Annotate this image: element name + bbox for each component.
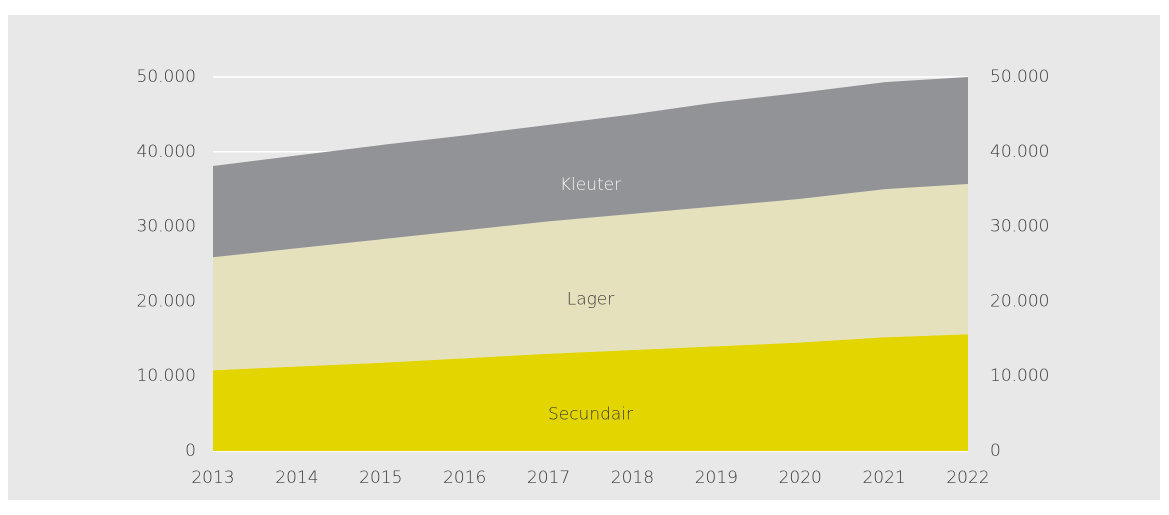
- y-tick-label: 30.000: [137, 217, 196, 237]
- x-tick-label: 2014: [275, 468, 318, 488]
- y2-tick-label: 30.000: [990, 217, 1049, 237]
- y2-tick-label: 0: [990, 441, 1001, 461]
- y-tick-label: 10.000: [137, 366, 196, 386]
- x-tick-label: 2016: [443, 468, 486, 488]
- x-tick-label: 2013: [191, 468, 234, 488]
- area: [213, 334, 968, 451]
- y-tick-label: 50.000: [137, 67, 196, 87]
- y-tick-label: 20.000: [137, 291, 196, 311]
- x-tick-label: 2018: [611, 468, 654, 488]
- y2-tick-label: 20.000: [990, 291, 1049, 311]
- area: [213, 183, 968, 371]
- x-tick-label: 2019: [695, 468, 738, 488]
- x-tick-label: 2022: [946, 468, 989, 488]
- x-tick-label: 2020: [779, 468, 822, 488]
- x-tick-label: 2017: [527, 468, 570, 488]
- area: [213, 77, 968, 258]
- x-tick-label: 2015: [359, 468, 402, 488]
- y2-tick-label: 50.000: [990, 67, 1049, 87]
- y-tick-label: 0: [185, 441, 196, 461]
- x-tick-label: 2021: [862, 468, 905, 488]
- y-tick-label: 40.000: [137, 142, 196, 162]
- y2-tick-label: 40.000: [990, 142, 1049, 162]
- series-label: Lager: [567, 290, 615, 310]
- series-label: Secundair: [548, 404, 633, 424]
- series-label: Kleuter: [560, 175, 621, 195]
- y2-tick-label: 10.000: [990, 366, 1049, 386]
